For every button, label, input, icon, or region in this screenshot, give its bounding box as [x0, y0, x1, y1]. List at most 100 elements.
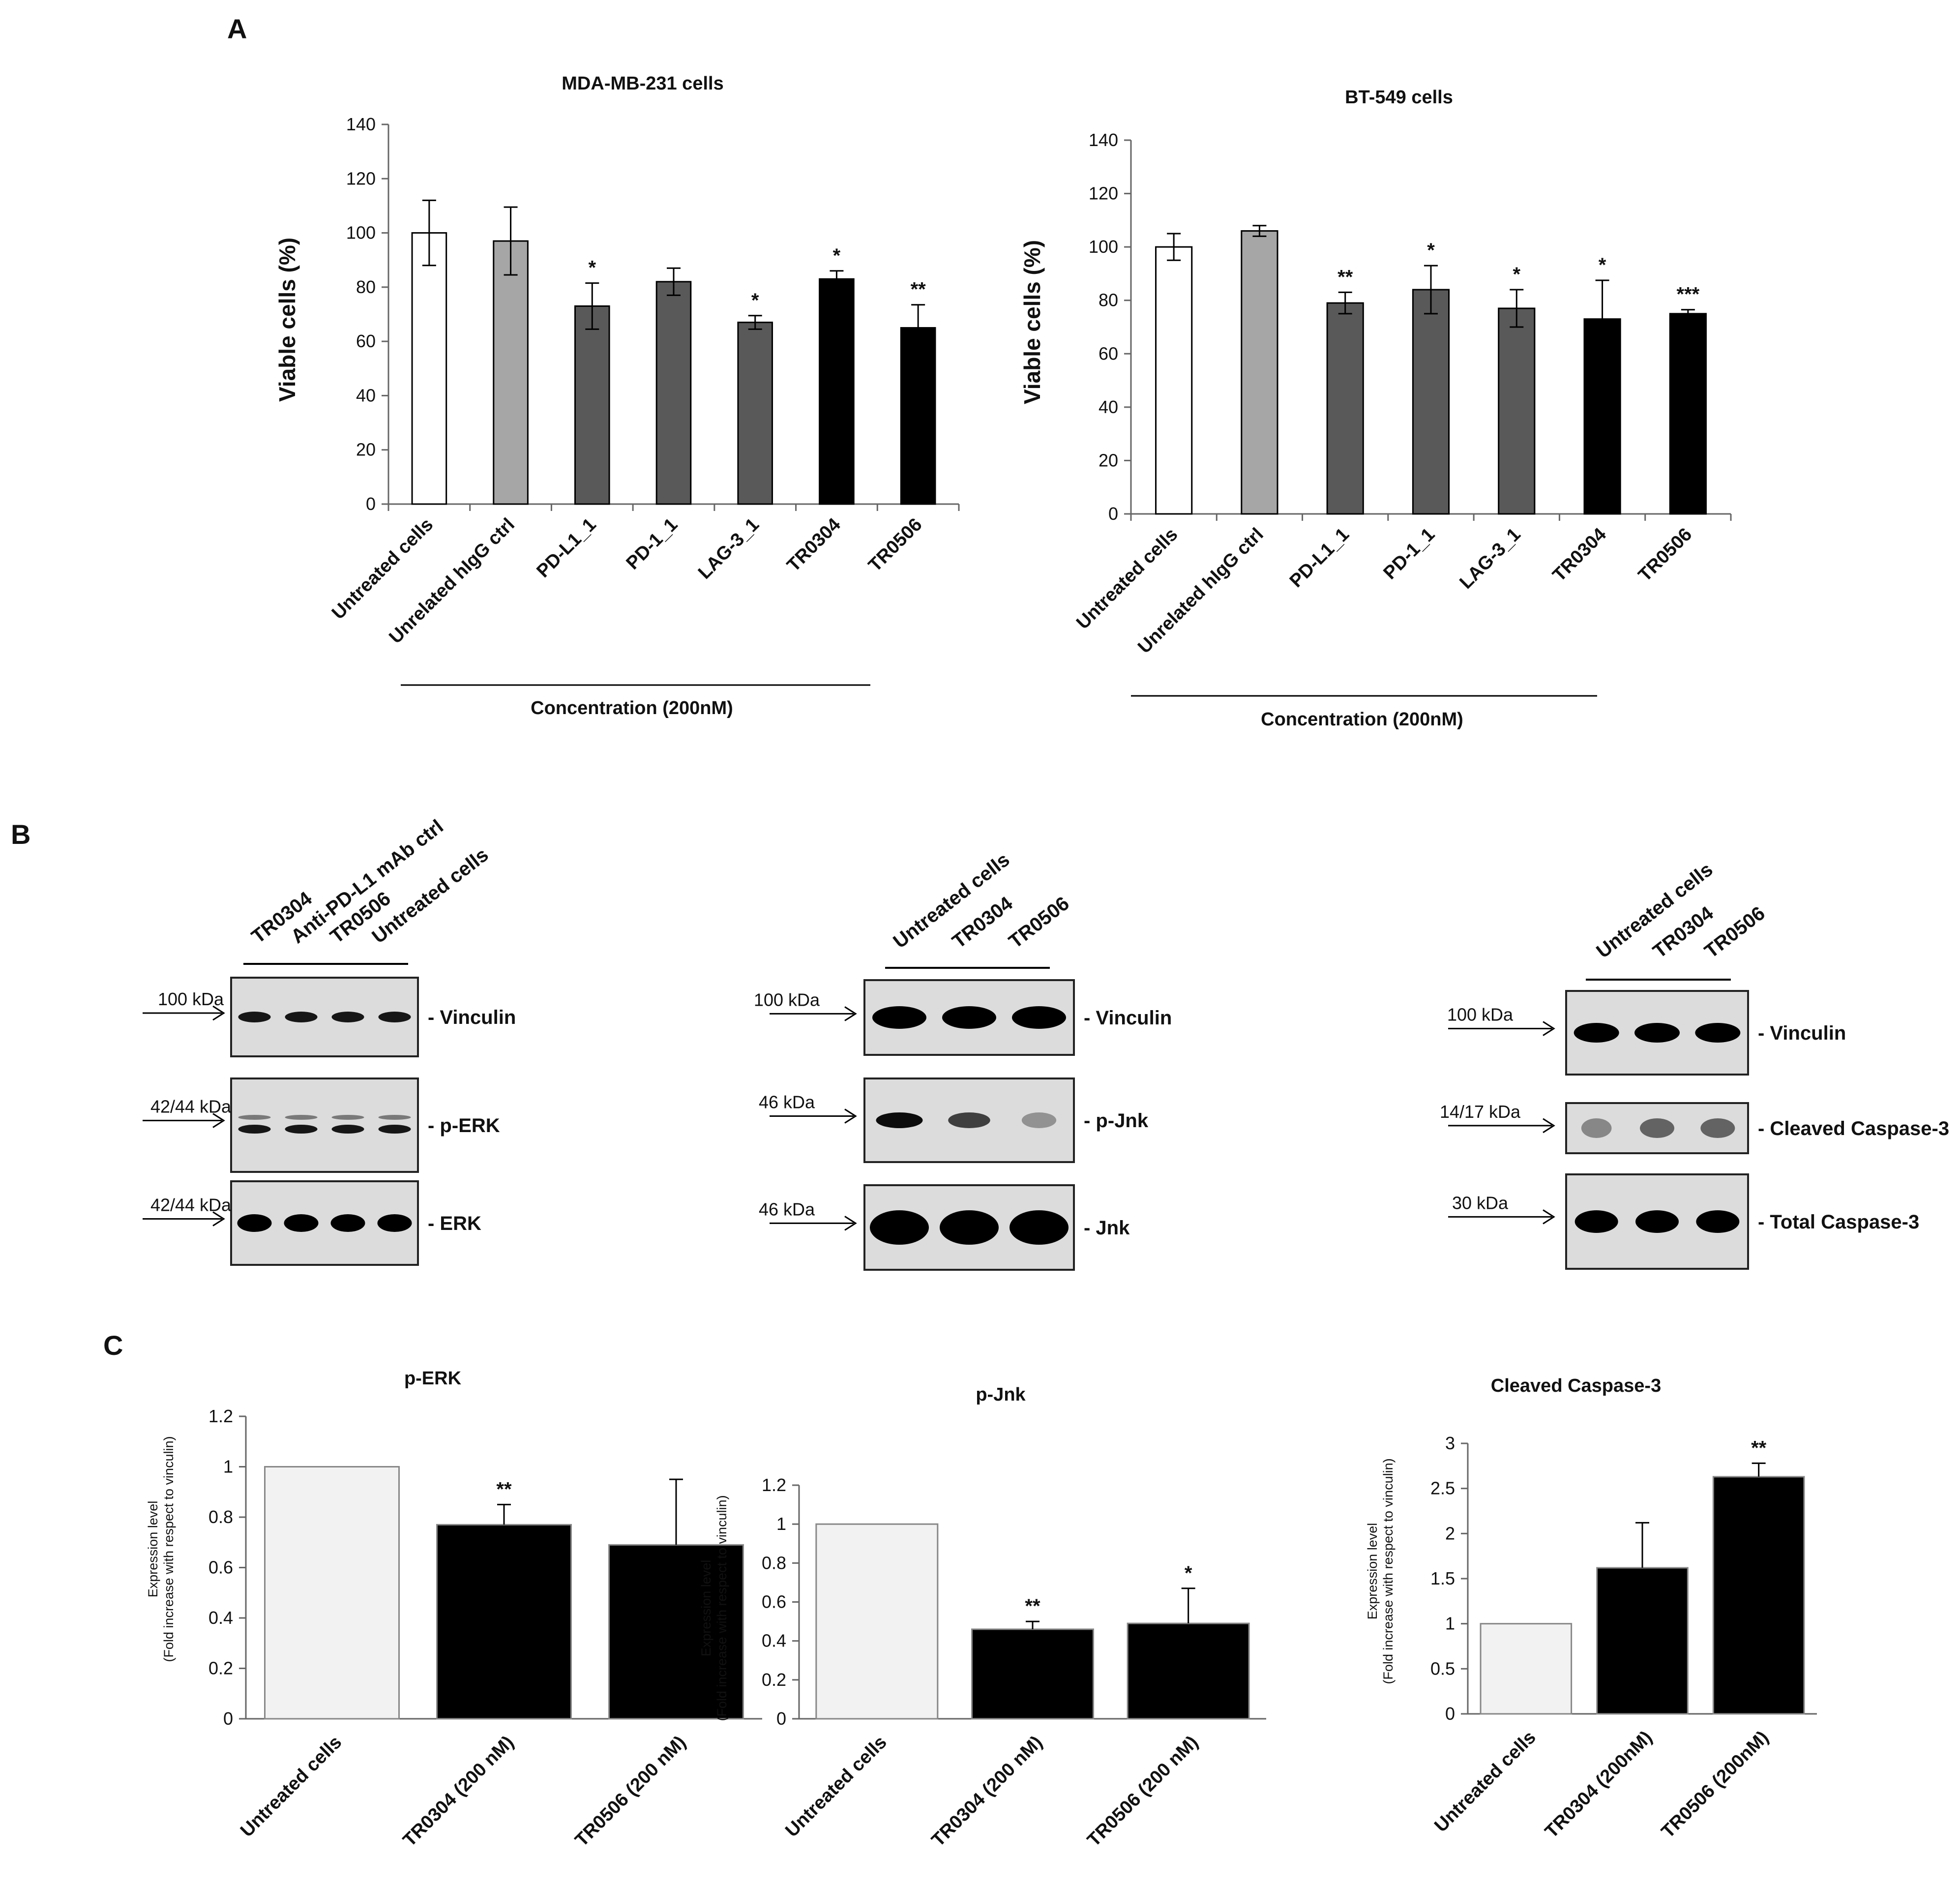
significance-marker: * — [1427, 239, 1435, 261]
kda-label: 100 kDa — [1447, 1005, 1514, 1025]
bar — [608, 1544, 744, 1720]
bar — [1241, 230, 1278, 515]
kda-arrow-head — [844, 1108, 857, 1124]
category-label: PD-1_1 — [623, 514, 682, 574]
y-tick-label: 1 — [1445, 1614, 1455, 1634]
protein-label: - ERK — [428, 1213, 481, 1234]
y-tick-label: 80 — [356, 277, 376, 297]
blot-band — [331, 1125, 364, 1134]
y-axis-label: Expression level — [146, 1501, 160, 1598]
chart-pjnk: p-Jnk Expression level (Fold increase with… — [699, 1384, 1266, 1851]
significance-marker: ** — [1751, 1437, 1767, 1459]
kda-label: 100 kDa — [158, 989, 224, 1009]
y-tick-label: 20 — [1099, 450, 1118, 470]
y-tick-label: 60 — [1099, 343, 1118, 363]
protein-label: - p-ERK — [428, 1115, 500, 1137]
concentration-label: Concentration (200nM) — [1261, 709, 1463, 730]
y-tick-label: 0.4 — [208, 1608, 233, 1628]
significance-marker: ** — [911, 279, 926, 300]
blot-band — [331, 1115, 364, 1120]
significance-marker: * — [1513, 264, 1520, 285]
category-label: TR0506 — [1634, 524, 1696, 586]
y-tick-label: 0.8 — [208, 1507, 233, 1527]
chart-title: Cleaved Caspase-3 — [1491, 1376, 1661, 1396]
y-axis-label-secondary: (Fold increase with respect to vinculin) — [161, 1436, 176, 1662]
y-tick-label: 0.2 — [208, 1658, 233, 1678]
category-label: TR0506 — [864, 514, 926, 576]
bar — [1498, 307, 1536, 515]
protein-label: - Jnk — [1084, 1217, 1130, 1239]
blot-band — [378, 1115, 411, 1120]
y-tick-label: 0.4 — [762, 1631, 786, 1651]
y-tick-label: 3 — [1445, 1433, 1455, 1453]
y-tick-label: 60 — [356, 331, 376, 351]
significance-marker: * — [1599, 254, 1606, 276]
y-tick-label: 0.6 — [208, 1557, 233, 1578]
significance-marker: ** — [1337, 266, 1353, 288]
blot-band — [284, 1214, 319, 1232]
blot-band — [238, 1115, 271, 1120]
significance-marker: ** — [496, 1478, 512, 1500]
blot-band — [1574, 1210, 1618, 1233]
blot-band — [1700, 1118, 1735, 1138]
category-label: LAG-3_1 — [1455, 524, 1524, 593]
blot-band — [238, 1125, 271, 1134]
bar — [1155, 246, 1193, 515]
category-label: TR0506 (200 nM) — [1083, 1732, 1202, 1851]
protein-label: - Vinculin — [428, 1007, 516, 1028]
blot-band — [377, 1214, 412, 1232]
y-tick-label: 40 — [356, 385, 376, 405]
lane-label: Anti-PD-L1 mAb ctrl — [287, 815, 447, 948]
y-tick-label: 1.2 — [208, 1406, 233, 1426]
chart-casp: Cleaved Caspase-3 Expression level (Fold i… — [1365, 1376, 1817, 1842]
y-tick-label: 1 — [223, 1457, 233, 1477]
bar — [815, 1523, 939, 1720]
panel-letter-c: C — [103, 1330, 123, 1361]
y-tick-label: 120 — [1089, 183, 1118, 204]
category-label: PD-L1_1 — [533, 514, 600, 582]
bar — [411, 232, 447, 505]
protein-label: - p-Jnk — [1084, 1110, 1149, 1132]
panel-letter-a: A — [227, 13, 247, 44]
bar — [655, 281, 692, 505]
blot-band — [1012, 1006, 1066, 1029]
y-tick-label: 80 — [1099, 290, 1118, 310]
bar — [1712, 1476, 1805, 1715]
y-tick-label: 20 — [356, 440, 376, 460]
blot-band — [285, 1125, 318, 1134]
bar — [971, 1628, 1094, 1720]
blot-band — [1635, 1210, 1679, 1233]
blot-band — [942, 1006, 996, 1029]
significance-marker: * — [1185, 1562, 1192, 1584]
blot-band — [1695, 1023, 1741, 1043]
category-label: Untreated cells — [237, 1732, 346, 1841]
kda-label: 46 kDa — [759, 1092, 815, 1112]
blot-band — [1634, 1023, 1680, 1043]
chart-title: p-ERK — [404, 1368, 462, 1389]
chart-title: MDA-MB-231 cells — [562, 73, 723, 94]
panel-letter-b: B — [11, 819, 30, 850]
chart-bt: BT-549 cells Viable cells (%) 0 20 40 60 80 100… — [1019, 87, 1732, 730]
blot-band — [1010, 1210, 1069, 1245]
significance-marker: * — [751, 290, 759, 311]
significance-marker: ** — [1025, 1595, 1040, 1617]
blot-band — [1640, 1118, 1674, 1138]
y-tick-label: 140 — [346, 114, 376, 134]
blot-band — [378, 1012, 411, 1022]
bar — [264, 1466, 400, 1720]
category-label: TR0304 (200 nM) — [399, 1732, 518, 1851]
protein-label: - Cleaved Caspase-3 — [1758, 1118, 1949, 1139]
bar — [1669, 313, 1707, 515]
kda-arrow-head — [212, 1211, 225, 1227]
concentration-label: Concentration (200nM) — [531, 698, 733, 718]
y-axis-label-secondary: (Fold increase with respect to vinculin) — [714, 1495, 729, 1721]
chart-title: p-Jnk — [976, 1384, 1026, 1405]
category-label: TR0506 (200 nM) — [571, 1732, 690, 1851]
bar — [900, 327, 936, 505]
kda-label: 46 kDa — [759, 1199, 815, 1219]
y-tick-label: 0.2 — [762, 1670, 786, 1690]
